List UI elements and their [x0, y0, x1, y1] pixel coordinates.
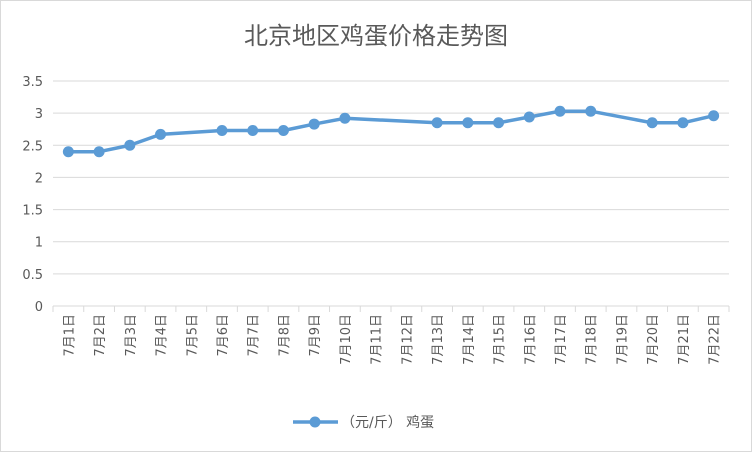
y-tick-label: 2.5 [22, 139, 43, 154]
x-axis: 7月1日 7月2日 7月3日 7月4日 7月5日 7月6日 7月7日 7月8日 7月9日 7月10… [52, 306, 730, 365]
series-group [62, 105, 720, 158]
legend: （元/斤） 鸡蛋 [293, 414, 434, 431]
x-tick-label: 7月16日 [523, 314, 538, 365]
y-tick-label: 1.5 [22, 204, 43, 219]
data-point [431, 117, 443, 129]
x-tick-label: 7月6日 [216, 314, 231, 357]
data-point [216, 125, 228, 136]
data-point [277, 125, 289, 136]
data-point [523, 111, 535, 123]
data-point [708, 110, 720, 122]
data-point [462, 117, 474, 129]
x-tick-label: 7月9日 [308, 314, 323, 357]
x-tick-label: 7月21日 [677, 314, 692, 365]
data-point [308, 118, 320, 130]
data-point [155, 128, 167, 140]
x-tick-label: 7月19日 [615, 314, 630, 365]
x-tick-label: 7月12日 [400, 314, 415, 365]
x-tick-label: 7月15日 [493, 314, 508, 365]
data-point [93, 146, 105, 158]
y-tick-label: 3 [35, 107, 43, 122]
y-tick-label: 0 [35, 300, 43, 315]
x-tick-label: 7月11日 [370, 314, 385, 365]
y-axis-ticks: 0 0.5 1 1.5 2 2.5 3 3.5 [22, 75, 43, 315]
chart-title: 北京地区鸡蛋价格走势图 [244, 22, 508, 50]
x-tick-label: 7月2日 [93, 314, 108, 357]
y-tick-label: 1 [35, 236, 43, 251]
y-tick-label: 0.5 [22, 268, 43, 283]
data-point [646, 117, 658, 129]
data-point [62, 146, 74, 158]
legend-marker [309, 416, 321, 428]
x-tick-label: 7月17日 [554, 314, 569, 365]
x-tick-label: 7月1日 [62, 314, 77, 357]
x-tick-label: 7月22日 [708, 314, 723, 365]
x-tick-label: 7月4日 [155, 314, 170, 357]
x-tick-label: 7月14日 [462, 314, 477, 365]
x-tick-label: 7月18日 [585, 314, 600, 365]
data-point [554, 105, 566, 117]
data-point [247, 125, 259, 136]
data-point [493, 117, 505, 129]
x-tick-label: 7月8日 [277, 314, 292, 357]
y-tick-label: 3.5 [22, 75, 43, 90]
y-tick-label: 2 [35, 171, 43, 186]
data-point [585, 105, 597, 117]
data-point [124, 139, 136, 151]
x-tick-label: 7月20日 [646, 314, 661, 365]
data-point [339, 112, 351, 124]
gridlines [53, 80, 729, 307]
data-point [677, 117, 689, 129]
x-tick-label: 7月13日 [431, 314, 446, 365]
x-tick-label: 7月10日 [339, 314, 354, 365]
x-tick-label: 7月5日 [185, 314, 200, 357]
x-tick-label: 7月3日 [124, 314, 139, 357]
x-tick-label: 7月7日 [247, 314, 262, 357]
legend-label: （元/斤） 鸡蛋 [341, 414, 434, 431]
